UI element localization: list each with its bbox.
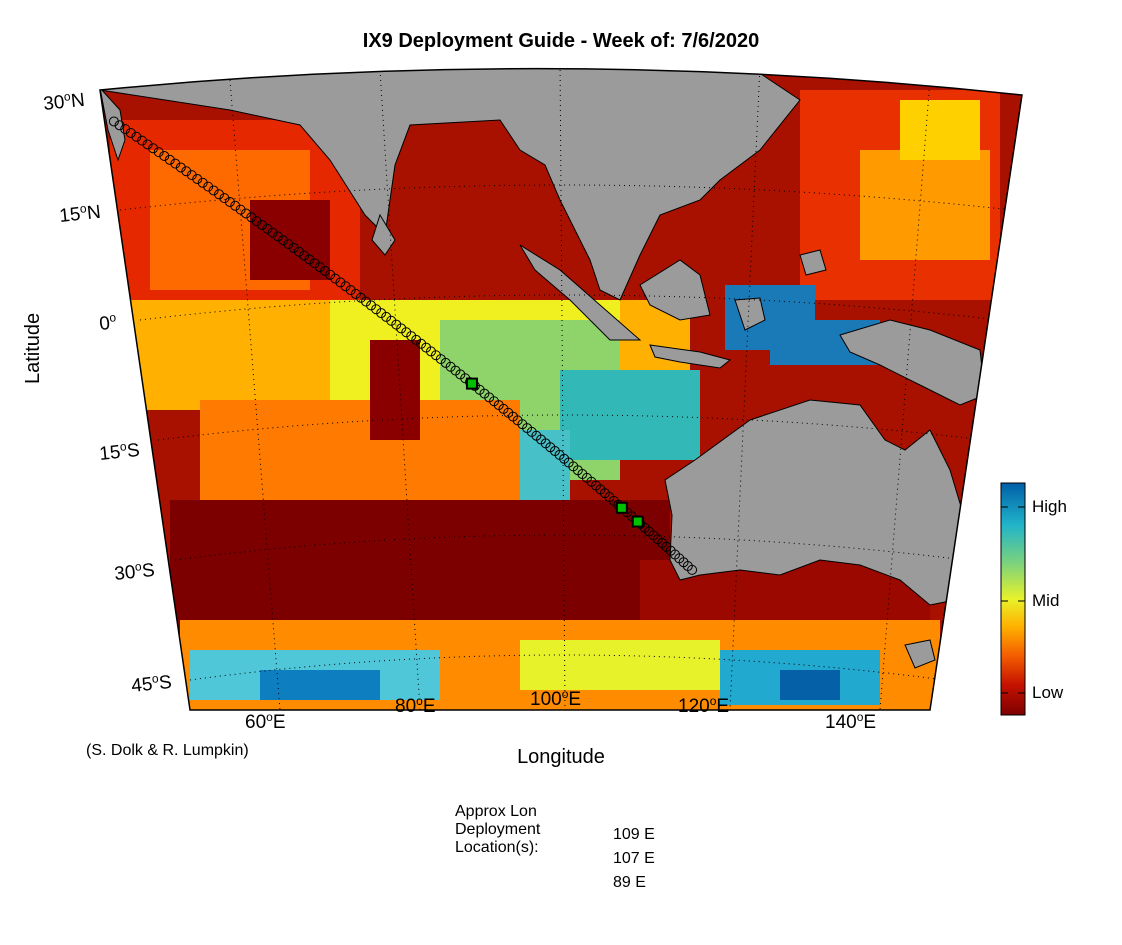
track-marker <box>186 170 197 181</box>
track-marker <box>314 262 325 273</box>
track-marker <box>272 231 283 242</box>
track-marker <box>278 235 289 246</box>
track-marker <box>406 331 417 342</box>
track-marker <box>230 200 241 211</box>
lat-tick-label: 0o <box>98 310 118 335</box>
track-marker <box>366 300 377 311</box>
track-marker <box>350 288 361 299</box>
lat-tick-label: 30oS <box>113 558 156 585</box>
track-marker <box>262 223 273 234</box>
colorbar-ticks <box>1001 506 1025 694</box>
lat-tick-label: 30oN <box>42 88 86 115</box>
track-marker <box>131 131 142 142</box>
graticule <box>119 68 1013 711</box>
lon-tick-label: 140oE <box>825 710 876 733</box>
deployment-location: 89 E <box>613 874 646 891</box>
track-marker <box>125 127 136 138</box>
track-marker <box>170 158 181 169</box>
track-marker <box>687 564 698 575</box>
track-marker <box>214 189 225 200</box>
colorbar-label-mid: Mid <box>1032 591 1060 610</box>
track-marker <box>340 281 351 292</box>
track-marker <box>148 143 159 154</box>
track-marker <box>355 292 366 303</box>
lon-tick-label: 100oE <box>530 687 581 710</box>
lat-tick-label: 15oN <box>58 200 102 227</box>
ocean-field <box>100 68 1022 711</box>
colorbar <box>1000 482 1026 716</box>
track-marker <box>108 116 119 127</box>
deployment-point <box>615 501 628 514</box>
track-marker <box>256 219 267 230</box>
deployment-point <box>465 377 478 390</box>
colorbar-label-low: Low <box>1032 683 1064 702</box>
deployment-heading-line: Approx Lon <box>455 803 537 820</box>
colorbar-label-high: High <box>1032 497 1067 516</box>
track-marker <box>396 323 407 334</box>
track-marker <box>361 296 372 307</box>
track-marker <box>283 239 294 250</box>
track-marker <box>319 265 330 276</box>
deployment-heading-line: Location(s): <box>455 839 539 856</box>
deployment-location: 109 E <box>613 826 655 843</box>
lon-tick-label: 120oE <box>678 694 729 717</box>
track-marker <box>235 204 246 215</box>
track-marker <box>335 277 346 288</box>
track-marker <box>181 166 192 177</box>
track-marker <box>391 319 402 330</box>
y-axis-label: Latitude <box>22 312 44 384</box>
track-marker <box>175 162 186 173</box>
track-marker <box>386 315 397 326</box>
track-marker <box>114 120 125 131</box>
track-marker <box>192 173 203 184</box>
track-marker <box>251 216 262 227</box>
track-marker <box>153 147 164 158</box>
x-axis-label: Longitude <box>0 746 1122 769</box>
deployment-heading-line: Deployment <box>455 821 541 838</box>
track-marker <box>142 139 153 150</box>
deployment-point <box>631 515 644 528</box>
ship-track <box>108 116 698 575</box>
track-marker <box>401 327 412 338</box>
track-marker <box>197 177 208 188</box>
track-marker <box>164 154 175 165</box>
track-marker <box>288 242 299 253</box>
credit-text: (S. Dolk & R. Lumpkin) <box>86 742 249 759</box>
deployment-locations: 109 E 107 E 89 E <box>613 823 655 895</box>
deployment-location: 107 E <box>613 850 655 867</box>
track-marker <box>208 185 219 196</box>
track-marker <box>219 193 230 204</box>
track-marker <box>345 285 356 296</box>
track-marker <box>267 227 278 238</box>
track-marker <box>325 269 336 280</box>
track-marker <box>120 124 131 135</box>
x-axis-label-text: Longitude <box>517 746 605 768</box>
track-marker <box>159 150 170 161</box>
map-title: IX9 Deployment Guide - Week of: 7/6/2020 <box>362 30 760 52</box>
lat-tick-label: 15oS <box>98 438 141 465</box>
track-marker <box>224 196 235 207</box>
track-marker <box>299 250 310 261</box>
track-marker <box>330 273 341 284</box>
track-marker <box>203 181 214 192</box>
track-marker <box>309 258 320 269</box>
lon-tick-label: 80oE <box>395 694 436 717</box>
track-marker <box>246 212 257 223</box>
track-marker <box>371 304 382 315</box>
track-marker <box>381 311 392 322</box>
axis-tick-labels: 30oN 15oN 0o 15oS 30oS 45oS 60oE 80oE 100oE 120oE… <box>42 88 876 733</box>
track-marker <box>137 135 148 146</box>
track-marker <box>240 208 251 219</box>
lat-tick-label: 45oS <box>130 670 173 697</box>
track-marker <box>304 254 315 265</box>
track-marker <box>293 246 304 257</box>
track-marker <box>376 308 387 319</box>
map-frame <box>99 67 1023 711</box>
lon-tick-label: 60oE <box>245 710 286 733</box>
deployment-heading: Approx Lon Deployment Location(s): <box>455 803 540 857</box>
